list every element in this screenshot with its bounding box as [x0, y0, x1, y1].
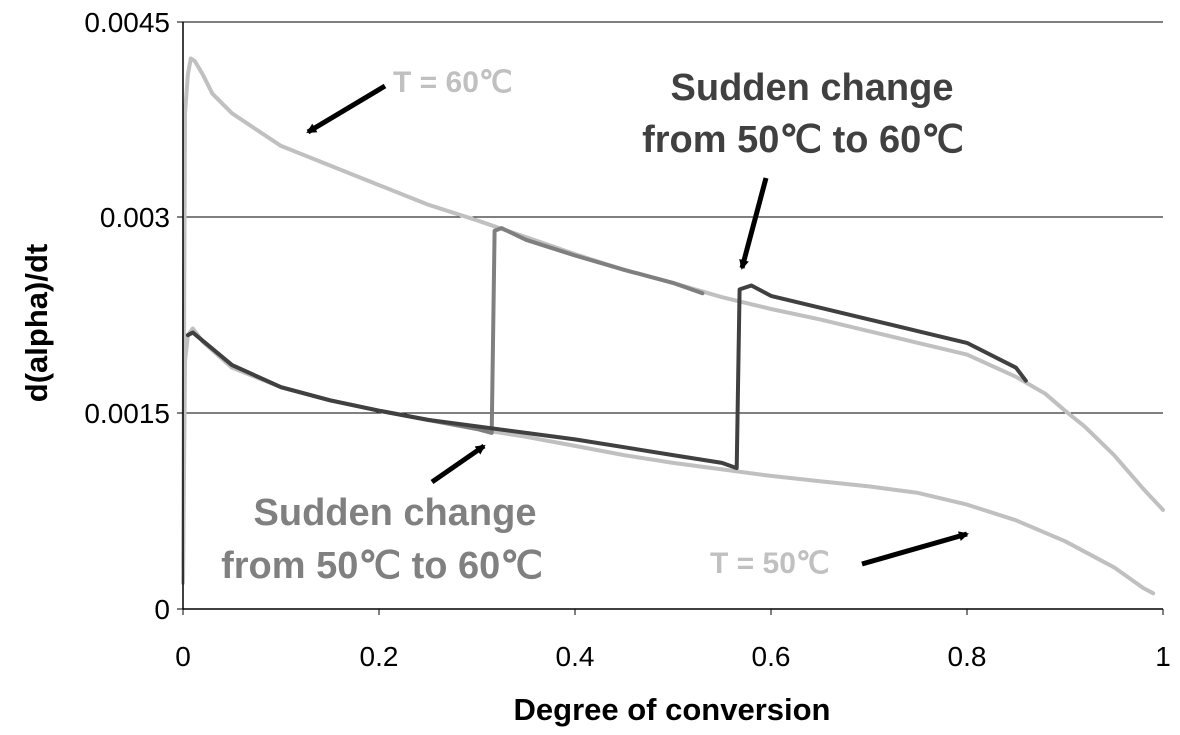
arrow-t50 [861, 531, 969, 567]
y-tick-label: 0 [154, 594, 170, 625]
series-group [181, 56, 1165, 596]
x-ticks: 0 0.2 0.4 0.6 0.8 1 [175, 609, 1171, 672]
annotation-change-dark-line1: Sudden change [671, 67, 954, 109]
y-ticks: 0 0.0015 0.003 0.0045 [84, 7, 183, 625]
x-tick-label: 0.4 [556, 641, 595, 672]
arrow-t60 [306, 83, 387, 135]
gridlines [183, 21, 1163, 414]
axes [182, 22, 1163, 610]
y-axis-title: d(alpha)/dt [19, 244, 54, 402]
y-tick-label: 0.0045 [84, 7, 170, 38]
annotations: T = 60℃ Sudden change from 50℃ to 60℃ Su… [221, 66, 964, 587]
x-tick-label: 0.8 [948, 641, 987, 672]
annotation-t60: T = 60℃ [393, 66, 513, 99]
annotation-change-gray-line2: from 50℃ to 60℃ [221, 545, 543, 587]
annotation-change-gray-line1: Sudden change [254, 492, 537, 534]
y-tick-label: 0.003 [100, 202, 170, 233]
y-tick-label: 0.0015 [84, 398, 170, 429]
series-line-4 [185, 283, 1028, 471]
x-tick-label: 0.2 [360, 641, 399, 672]
annotation-t50: T = 50℃ [710, 547, 830, 580]
x-tick-label: 0.6 [752, 641, 791, 672]
x-tick-label: 1 [1155, 641, 1171, 672]
series-line-3 [185, 226, 705, 435]
x-tick-label: 0 [175, 641, 191, 672]
annotation-change-dark-line2: from 50℃ to 60℃ [642, 119, 964, 161]
arrow-change-gray [430, 443, 486, 485]
x-axis-title: Degree of conversion [514, 692, 831, 727]
annotation-arrows [306, 83, 969, 567]
arrow-change-dark [739, 177, 769, 270]
